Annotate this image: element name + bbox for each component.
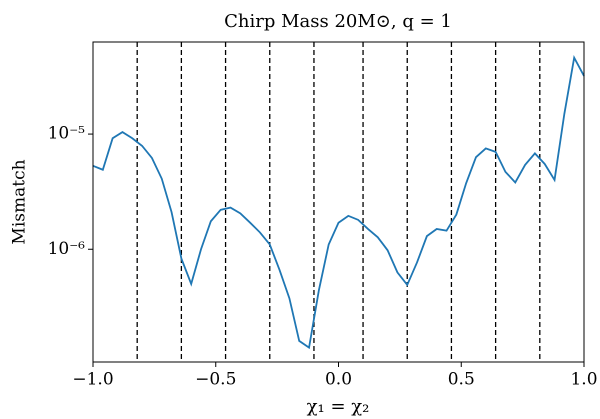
x-tick-label: 1.0 <box>570 370 597 390</box>
y-tick-label: 10⁻⁶ <box>48 239 86 259</box>
x-tick-label: 0.0 <box>325 370 352 390</box>
x-tick-label: −1.0 <box>72 370 113 390</box>
y-tick-label: 10⁻⁵ <box>48 124 86 144</box>
y-axis-label: Mismatch <box>10 159 30 244</box>
data-line <box>92 55 585 350</box>
x-tick-label: −0.5 <box>195 370 236 390</box>
x-axis-label: χ₁ = χ₂ <box>307 396 370 417</box>
plot-frame <box>92 41 585 363</box>
x-tick-label: 0.5 <box>448 370 475 390</box>
chart-title: Chirp Mass 20M⊙, q = 1 <box>224 11 452 32</box>
